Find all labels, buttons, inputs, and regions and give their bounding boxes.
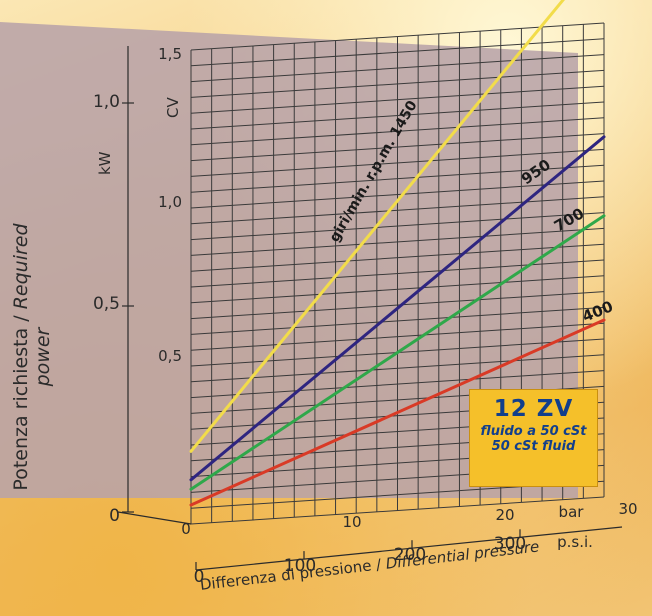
grid-line-horizontal (190, 133, 605, 162)
grid-line-horizontal (190, 69, 605, 98)
psi-tick-label: 100 (284, 556, 316, 576)
kw-axis-baseline (117, 511, 192, 525)
grid-line-horizontal (190, 259, 605, 288)
bar-tick-label: 20 (495, 506, 514, 524)
bar-tick-label: 0 (181, 520, 191, 538)
grid-line-horizontal (190, 212, 605, 241)
psi-tick-label: 300 (494, 534, 526, 554)
bar-tick-label: 30 (618, 500, 637, 518)
grid-line-horizontal (190, 306, 605, 335)
psi-unit-label: p.s.i. (557, 533, 593, 551)
fluid-en-label: 50 cSt fluid (491, 439, 576, 454)
grid-line-horizontal (190, 54, 605, 83)
axes (117, 46, 623, 571)
bar-unit-label: bar (559, 503, 585, 521)
y-axis-title: Potenza richiesta / Required power (10, 207, 54, 507)
bar-tick-label: 10 (342, 513, 361, 531)
cv-tick-label: 0,5 (158, 347, 182, 365)
grid-line-horizontal (190, 496, 605, 525)
grid-line-horizontal (190, 117, 605, 146)
grid-line-horizontal (190, 354, 605, 383)
chart-background-panel (0, 22, 578, 498)
cv-unit-label: CV (164, 97, 182, 118)
grid-line-horizontal (190, 101, 605, 130)
cv-tick-label: 1,5 (158, 45, 182, 63)
grid-line-horizontal (190, 196, 605, 225)
grid-line-horizontal (190, 38, 605, 67)
series-line-950 (189, 135, 606, 482)
kw-tick-label: 0,5 (93, 294, 120, 314)
kw-tick-label: 0 (109, 506, 120, 526)
series-line-1450 (189, 0, 565, 453)
psi-tick-label: 0 (194, 567, 205, 587)
series-line-400 (189, 318, 606, 507)
grid-line-horizontal (190, 164, 605, 193)
series-lines (189, 0, 606, 507)
grid-line-horizontal (190, 322, 605, 351)
grid-line-horizontal (190, 243, 605, 272)
kw-tick-label: 1,0 (93, 92, 120, 112)
model-badge: 12 ZV fluido a 50 cSt 50 cSt fluid (469, 389, 598, 487)
psi-axis-line (195, 526, 623, 571)
fluid-it-label: fluido a 50 cSt (480, 424, 587, 439)
grid-line-horizontal (190, 180, 605, 209)
chart-panel (0, 22, 578, 498)
grid-line-horizontal (190, 227, 605, 256)
grid-line-horizontal (190, 85, 605, 114)
grid-line-horizontal (190, 22, 605, 51)
grid-line-horizontal (190, 275, 605, 304)
grid-line-horizontal (190, 148, 605, 177)
psi-tick-label: 200 (394, 545, 426, 565)
cv-tick-label: 1,0 (158, 193, 182, 211)
y-axis-title-it: Potenza richiesta / (10, 309, 32, 491)
grid-line-horizontal (190, 370, 605, 399)
series-line-700 (189, 214, 606, 491)
model-name: 12 ZV (493, 396, 574, 422)
kw-unit-label: kW (96, 151, 114, 175)
grid-line-horizontal (190, 291, 605, 320)
